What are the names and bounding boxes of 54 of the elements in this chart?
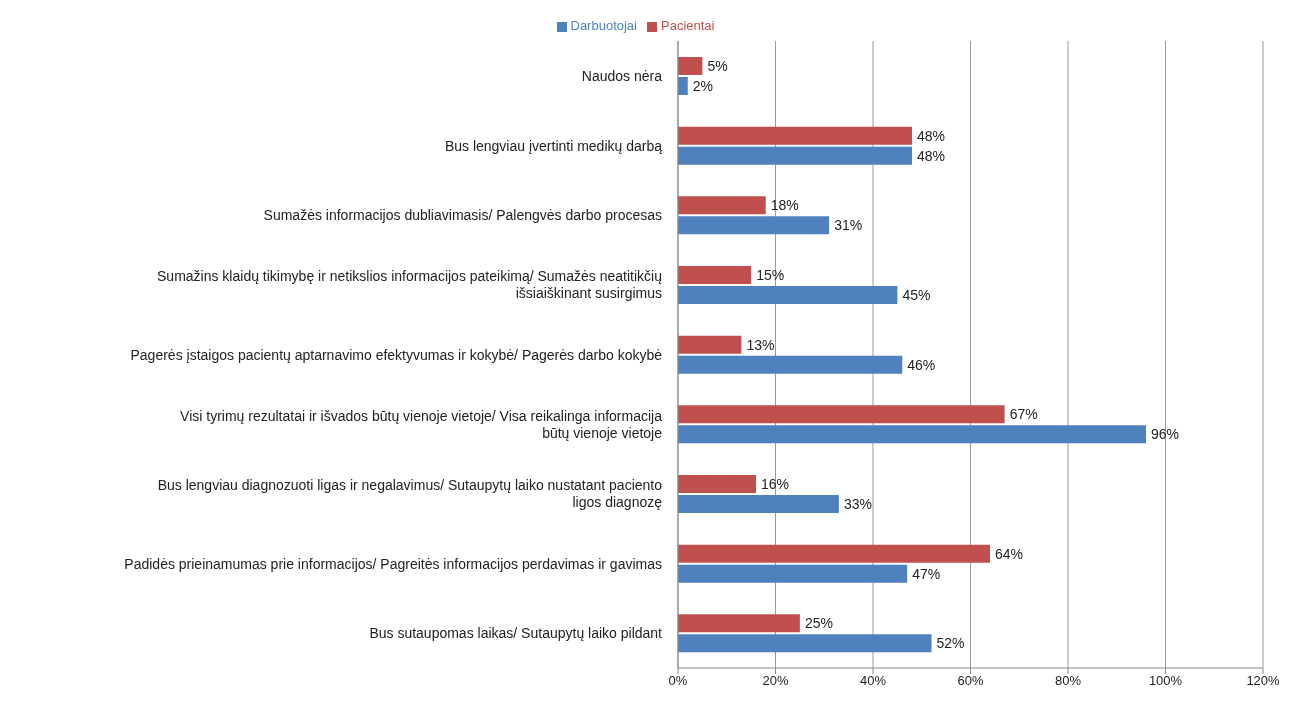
x-tick-label: 80% [1054,673,1082,689]
bar [678,355,903,374]
x-tick-label: 20% [762,673,789,689]
bar [678,425,1146,444]
bar [678,475,756,493]
data-label: 5% [707,57,728,74]
bar [678,216,830,235]
x-tick-label: 120% [1246,673,1281,689]
data-label: 18% [770,197,799,214]
legend-label: Darbuotojai [570,18,637,33]
bar [678,634,932,653]
data-label: 96% [1151,426,1180,443]
data-label: 46% [907,356,936,373]
bar [678,146,912,165]
x-tick-label: 0% [668,673,688,689]
y-tick-label: Sumažės informacijos dubliavimasis/ Palengvės darbo procesas [263,207,662,224]
data-label: 52% [936,635,965,652]
bar [678,335,742,354]
data-label: 47% [912,565,941,582]
data-label: 25% [804,615,833,632]
x-tick-label: 40% [859,673,887,689]
y-tick-label: Bus lengviau įvertinti medikų darbą [444,137,663,154]
data-label: 33% [843,495,872,512]
y-tick-label: Bus sutaupomas laikas/ Sutaupytų laiko pildant [369,625,663,642]
y-tick-label: Bus lengviau diagnozuoti ligas ir negalavimus/ Sutaupytų laiko nustatant paciento ligos diagnozę [157,477,663,511]
data-label: 15% [756,266,785,283]
data-label: 67% [1009,406,1038,423]
data-label: 64% [995,545,1024,562]
legend-label: Pacientai [661,18,715,33]
bar [678,495,839,513]
data-label: 31% [834,217,863,234]
bar [678,544,990,563]
bar [678,266,752,284]
x-tick-label: 60% [957,673,984,689]
bar [678,196,766,215]
data-label: 16% [761,475,790,492]
bar [678,614,800,633]
data-label: 2% [692,77,713,94]
x-tick-label: 100% [1148,673,1183,689]
data-label: 48% [917,147,946,164]
bar [678,77,688,95]
y-tick-label: Naudos nėra [581,67,663,84]
bar [678,57,703,75]
y-tick-label: Visi tyrimų rezultatai ir išvados būtų vienoje vietoje/ Visa reikalinga informacija būtų vienoje vietoje [180,407,663,441]
y-tick-label: Sumažins klaidų tikimybę ir netikslios informacijos pateikimą/ Sumažės neatitikčių išsiaiškinant susirgimus [157,268,663,302]
bar [678,564,908,583]
bar [678,405,1005,424]
bar [678,126,912,145]
data-label: 45% [902,286,931,303]
y-tick-label: Padidės prieinamumas prie informacijos/ Pagreitės informacijos perdavimas ir gavimas [124,555,662,572]
data-label: 48% [917,127,946,144]
data-label: 13% [746,336,775,353]
y-tick-label: Pagerės įstaigos pacientų aptarnavimo efektyvumas ir kokybė/ Pagerės darbo kokybė [130,346,663,363]
bar [678,286,898,304]
